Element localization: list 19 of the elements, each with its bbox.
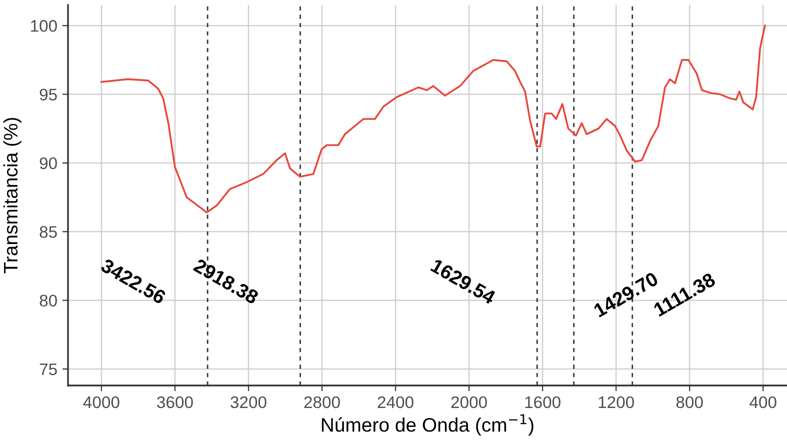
y-axis-title: Transmitancia (%) <box>3 118 22 274</box>
x-tick-label: 1600 <box>525 396 560 408</box>
x-tick-label: 3600 <box>157 396 193 408</box>
x-tick-label: 400 <box>750 396 776 408</box>
y-tick-label: 85 <box>40 226 57 238</box>
x-tick-label: 3200 <box>230 396 266 408</box>
y-tick-label: 90 <box>40 157 57 170</box>
y-tick-label: 100 <box>31 20 57 32</box>
x-tick-label: 2800 <box>304 396 340 408</box>
y-tick-label: 80 <box>40 294 57 307</box>
x-tick-label: 1200 <box>598 396 634 408</box>
x-tick-label: 4000 <box>83 396 120 408</box>
line-series <box>100 24 766 214</box>
y-tick-label: 95 <box>40 88 57 100</box>
x-tick-label: 2000 <box>451 396 487 408</box>
x-tick-label: 800 <box>676 396 703 408</box>
x-tick-label: 2400 <box>378 396 414 408</box>
x-axis-title: Número de Onda (cm$^{−1}$) <box>322 414 534 436</box>
y-tick-label: 75 <box>40 364 57 376</box>
